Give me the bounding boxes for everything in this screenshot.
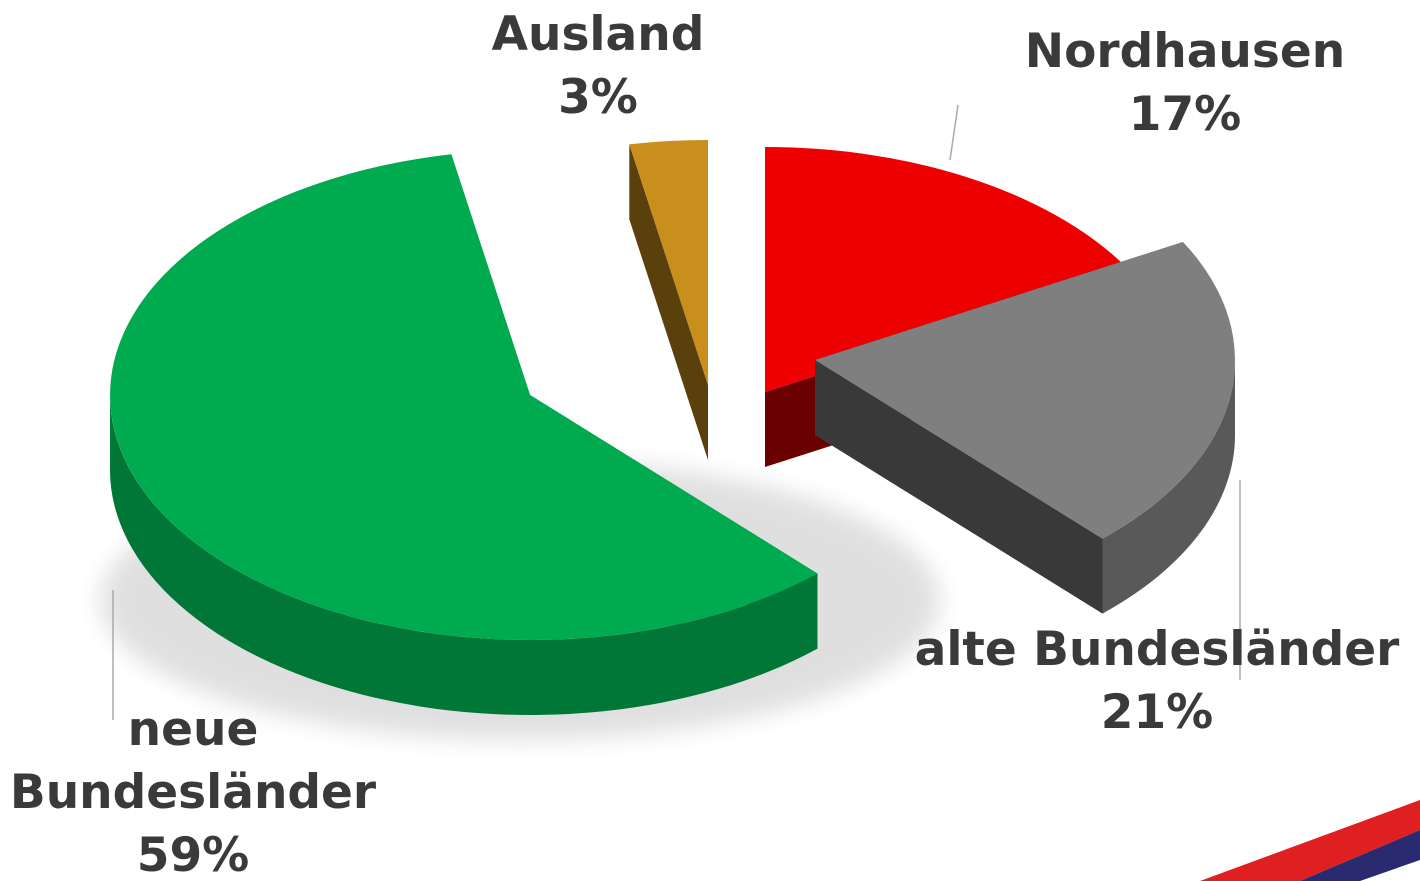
slices	[110, 104, 1241, 720]
slice-side	[110, 395, 818, 715]
decoration	[1300, 830, 1420, 881]
value-label: 21%	[1100, 685, 1214, 740]
category-label: alte Bundesländer	[914, 622, 1400, 677]
slice-label: Ausland 3%	[468, 3, 728, 129]
value-label: 59%	[136, 828, 250, 881]
decoration	[1200, 800, 1420, 881]
slice	[765, 147, 1133, 392]
value-label: 3%	[558, 70, 638, 125]
slice	[815, 242, 1235, 539]
slice-wall	[815, 360, 1103, 614]
slice-label: Nordhausen 17%	[975, 20, 1395, 146]
slice-label: neue Bundesländer 59%	[3, 698, 383, 881]
category-label: neue Bundesländer	[9, 702, 377, 820]
slice-side	[1102, 360, 1235, 614]
leader-line	[949, 104, 959, 161]
value-label: 17%	[1128, 87, 1242, 142]
slice-wall	[629, 144, 708, 461]
slice-label: alte Bundesländer 21%	[897, 618, 1417, 744]
category-label: Nordhausen	[1024, 24, 1346, 79]
slice	[110, 154, 818, 640]
category-label: Ausland	[491, 7, 705, 62]
slice	[629, 139, 708, 385]
